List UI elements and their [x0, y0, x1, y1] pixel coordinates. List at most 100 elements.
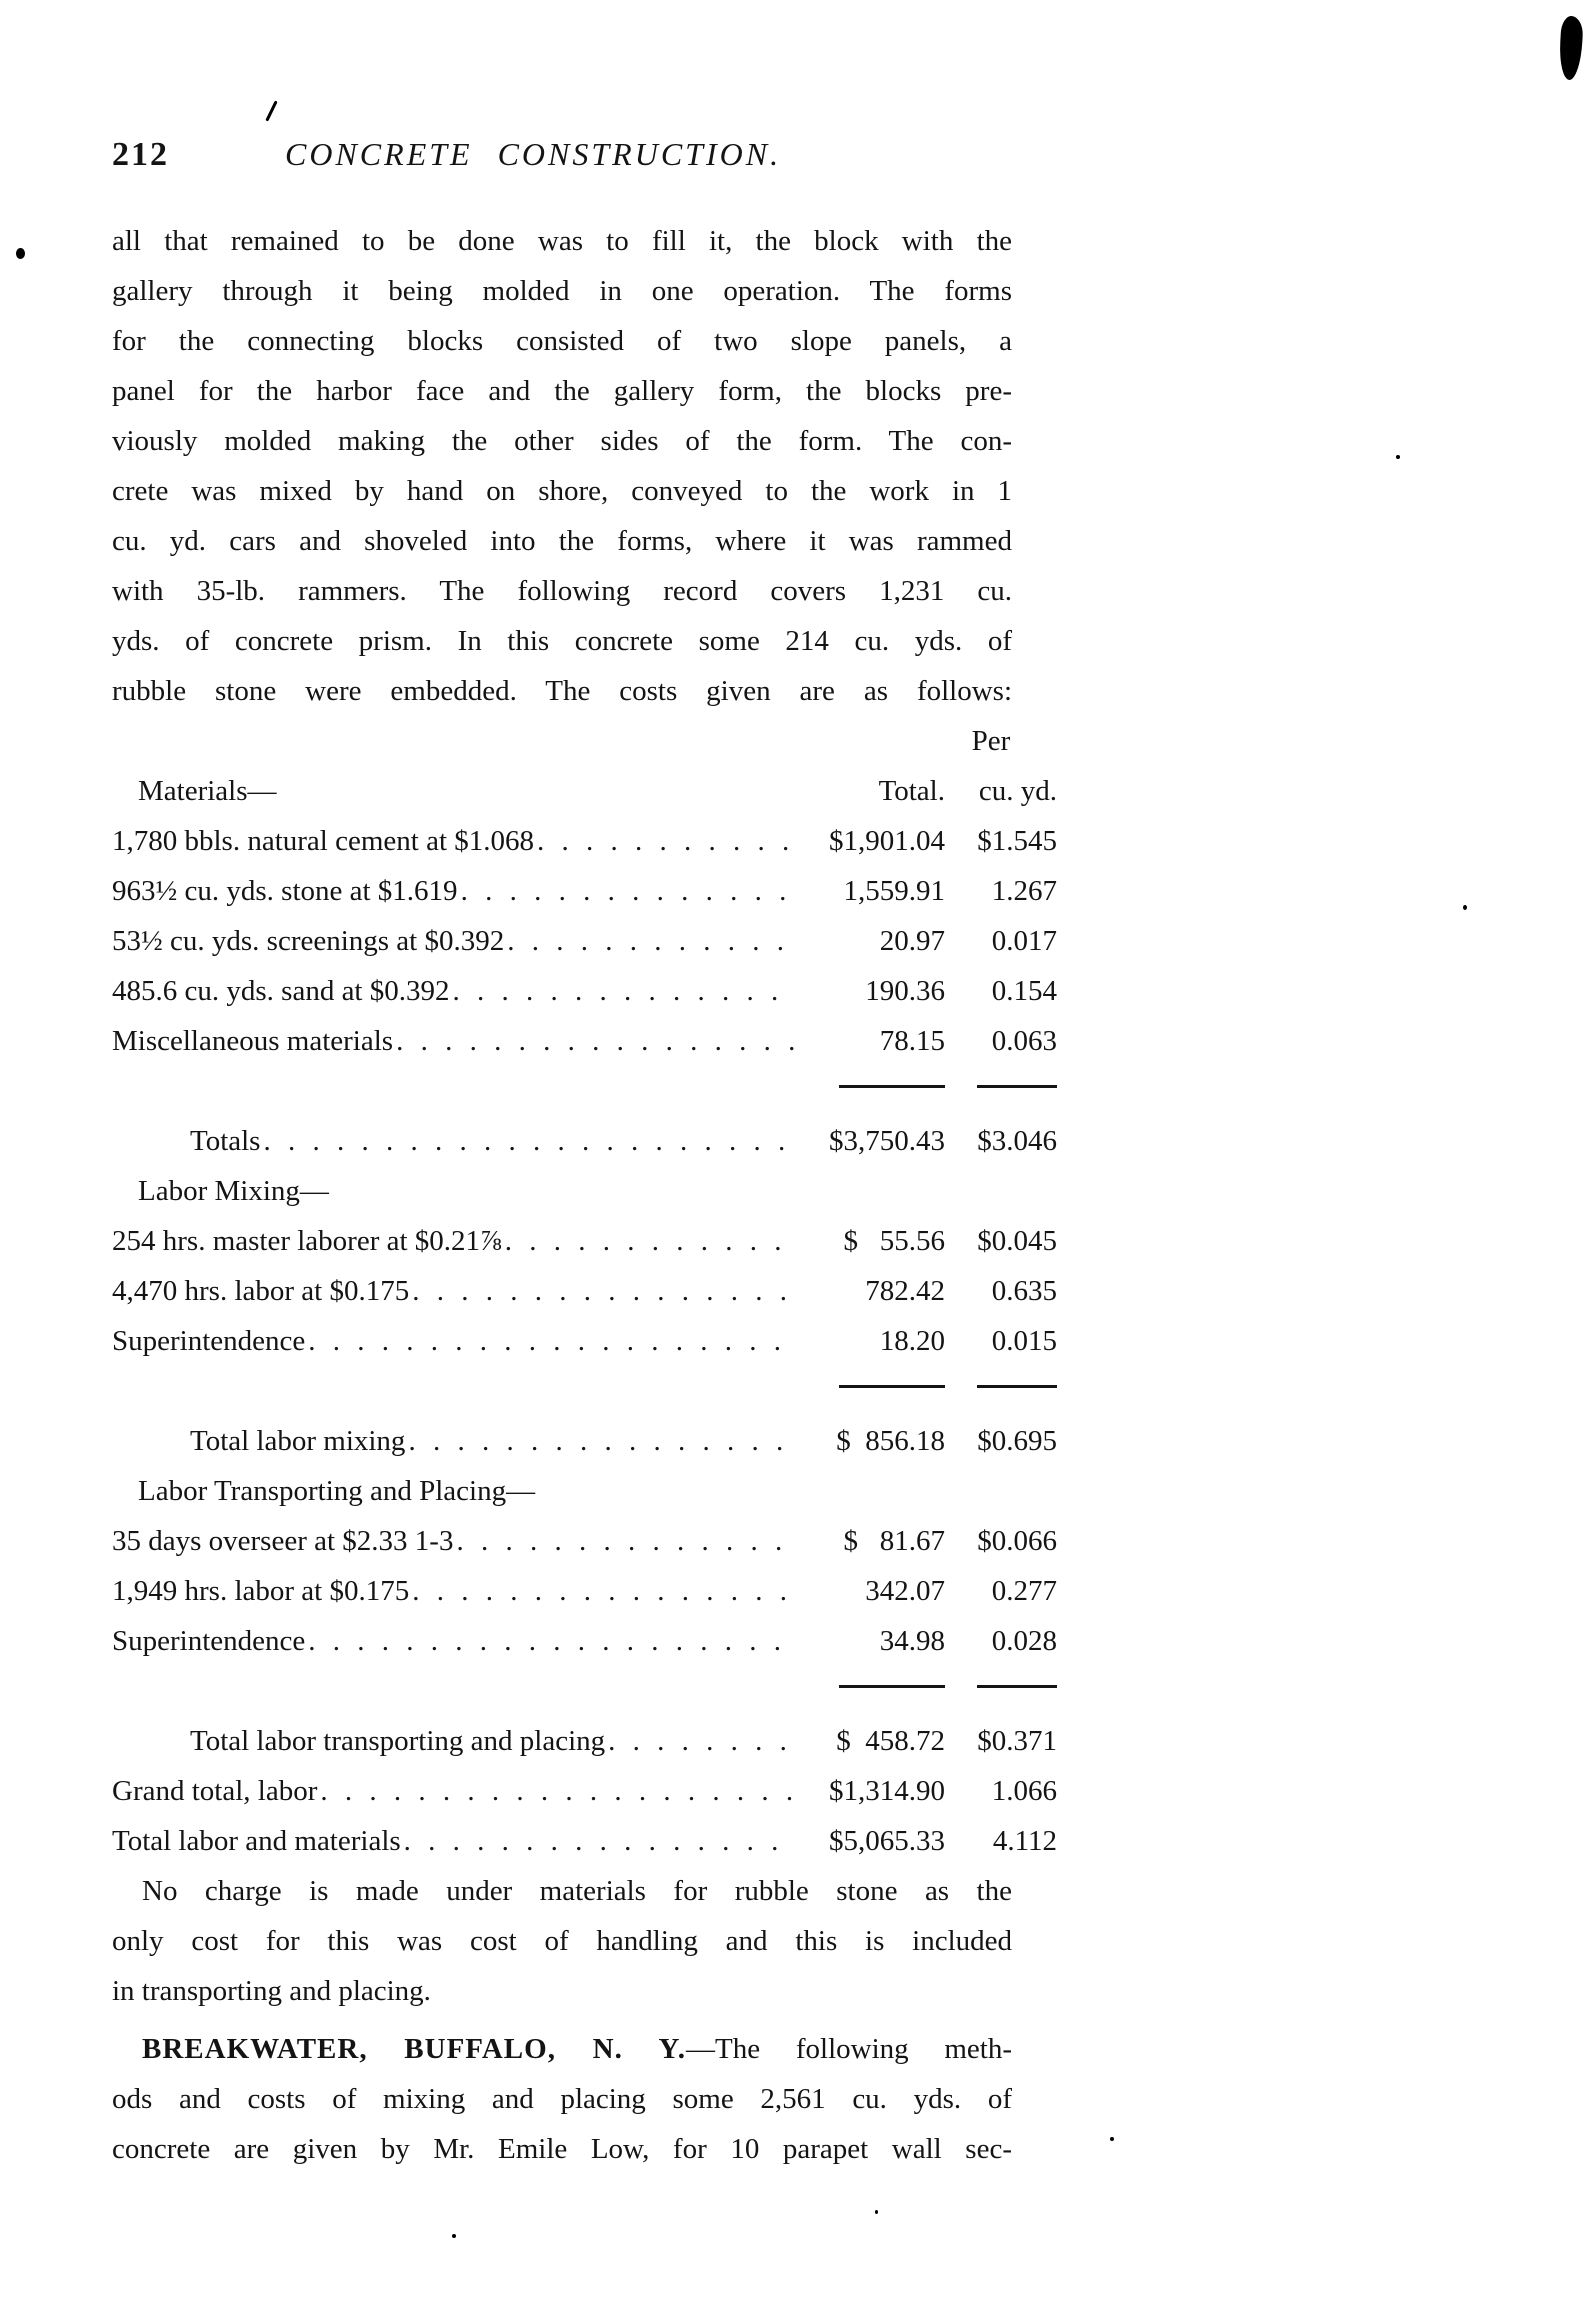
dot-leader [502, 1216, 795, 1266]
row-label: Superintendence [112, 1625, 306, 1657]
row-label: 35 days overseer at $2.33 1-3 [112, 1525, 454, 1557]
paragraph-line: for the connecting blocks consisted of t… [112, 325, 1012, 357]
row-total-value [795, 1466, 945, 1516]
row-label: Totals [190, 1125, 261, 1157]
table-row: Superintendence 18.20 0.015 [112, 1316, 1057, 1366]
dot-leader [393, 1016, 795, 1066]
dot-leader [504, 916, 795, 966]
table-row [112, 1666, 1057, 1716]
dot-leader [409, 1566, 795, 1616]
ink-blot [1558, 15, 1584, 81]
row-per-value: $1.545 [977, 825, 1057, 857]
row-label: 485.6 cu. yds. sand at $0.392 [112, 975, 450, 1007]
table-row: Miscellaneous materials 78.15 0.063 [112, 1016, 1057, 1066]
dot-leader [317, 1766, 795, 1816]
row-label: Labor Mixing— [138, 1175, 329, 1207]
paragraph-line: in transporting and placing. [112, 1975, 431, 2007]
paragraph-line: panel for the harbor face and the galler… [112, 375, 1012, 407]
paragraph-line: ods and costs of mixing and placing some… [112, 2083, 1012, 2115]
table-row: 35 days overseer at $2.33 1-3 $ 81.67 $0… [112, 1516, 1057, 1566]
dot-leader [535, 1466, 795, 1516]
cost-table: Per Materials— Total. cu. yd. 1,780 bbls… [112, 716, 1057, 1866]
row-total-value: $1,314.90 [829, 1775, 945, 1807]
table-row: Labor Transporting and Placing— [112, 1466, 1057, 1516]
row-per-value: 4.112 [992, 1825, 1057, 1857]
dot-leader [458, 866, 795, 916]
row-label: 254 hrs. master laborer at $0.21⅞ [112, 1225, 502, 1257]
paragraph-line: yds. of concrete prism. In this concrete… [112, 625, 1012, 657]
breakwater-heading: BREAKWATER, BUFFALO, N. Y. [142, 2033, 687, 2065]
running-header: 212 CONCRETE CONSTRUCTION. [112, 0, 1012, 174]
dot-leader [112, 1066, 795, 1116]
row-total-value: $3,750.43 [829, 1125, 945, 1157]
dot-leader [450, 966, 796, 1016]
row-total-value: $1,901.04 [829, 825, 945, 857]
row-total-value: 1,559.91 [843, 875, 946, 907]
row-total-value [795, 1166, 945, 1216]
row-per-value: 0.635 [991, 1275, 1057, 1307]
row-per-value: 0.015 [991, 1325, 1057, 1357]
row-per-value: 1.267 [991, 875, 1057, 907]
column-head-cuyd: cu. yd. [978, 775, 1057, 807]
row-total-value: 782.42 [865, 1275, 945, 1307]
row-label: 963½ cu. yds. stone at $1.619 [112, 875, 458, 907]
paragraph-line: only cost for this was cost of handling … [112, 1925, 1012, 1957]
row-label: 1,949 hrs. labor at $0.175 [112, 1575, 410, 1607]
row-per-value: $3.046 [977, 1125, 1057, 1157]
table-row: 963½ cu. yds. stone at $1.619 1,559.91 1… [112, 866, 1057, 916]
dot-leader [605, 1716, 795, 1766]
row-total-value: $ 458.72 [836, 1725, 945, 1757]
paragraph-line: concrete are given by Mr. Emile Low, for… [112, 2133, 1012, 2165]
table-row: 254 hrs. master laborer at $0.21⅞ $ 55.5… [112, 1216, 1057, 1266]
speck [875, 2210, 878, 2214]
row-label: Labor Transporting and Placing— [138, 1475, 536, 1507]
paragraph-no-charge: No charge is made under materials for ru… [112, 1866, 1012, 2016]
table-row: 53½ cu. yds. screenings at $0.392 20.97 … [112, 916, 1057, 966]
speck [1110, 2137, 1114, 2141]
row-label: Total labor transporting and placing [190, 1725, 606, 1757]
dot-leader [112, 1366, 795, 1416]
paragraph-line: viously molded making the other sides of… [112, 425, 1012, 457]
row-per-value [945, 1166, 1057, 1216]
paragraph-line: crete was mixed by hand on shore, convey… [112, 475, 1012, 507]
row-total-value: 342.07 [865, 1575, 945, 1607]
table-row: 1,949 hrs. labor at $0.175 342.07 0.277 [112, 1566, 1057, 1616]
header-spacer [112, 716, 785, 766]
row-label: Grand total, labor [112, 1775, 318, 1807]
row-total-value: 190.36 [865, 975, 945, 1007]
table-row: Total labor mixing $ 856.18 $0.695 [112, 1416, 1057, 1466]
paragraph-line: all that remained to be done was to fill… [112, 225, 1012, 257]
table-row: 1,780 bbls. natural cement at $1.068 $1,… [112, 816, 1057, 866]
row-per-value: 0.277 [991, 1575, 1057, 1607]
paragraph-line: cu. yd. cars and shoveled into the forms… [112, 525, 1012, 557]
row-total-value: 78.15 [879, 1025, 945, 1057]
dot-leader [305, 1616, 795, 1666]
table-row: Total labor transporting and placing $ 4… [112, 1716, 1057, 1766]
column-head-per: Per [971, 725, 1011, 757]
running-head-title: CONCRETE CONSTRUCTION. [285, 136, 782, 172]
table-row: Totals $3,750.43 $3.046 [112, 1116, 1057, 1166]
row-total-value: $ 81.67 [843, 1525, 946, 1557]
table-row [112, 1066, 1057, 1116]
dot-leader [112, 1666, 795, 1716]
dot-leader [329, 1166, 795, 1216]
row-per-value: 0.063 [991, 1025, 1057, 1057]
row-total-value: $ 856.18 [836, 1425, 945, 1457]
row-label: 53½ cu. yds. screenings at $0.392 [112, 925, 505, 957]
row-total-value [795, 1066, 945, 1116]
row-per-value: 0.028 [991, 1625, 1057, 1657]
dot-leader [409, 1266, 795, 1316]
table-row: 4,470 hrs. labor at $0.175 782.42 0.635 [112, 1266, 1057, 1316]
row-label: 1,780 bbls. natural cement at $1.068 [112, 825, 535, 857]
header-spacer [785, 716, 935, 766]
materials-heading: Materials— [138, 775, 277, 807]
row-per-value [945, 1466, 1057, 1516]
page-number: 212 [112, 136, 169, 173]
speck [1396, 455, 1400, 459]
row-per-value: $0.045 [977, 1225, 1057, 1257]
row-total-value [795, 1366, 945, 1416]
row-total-value: 20.97 [879, 925, 945, 957]
speck [1463, 905, 1467, 910]
dot-leader [453, 1516, 795, 1566]
